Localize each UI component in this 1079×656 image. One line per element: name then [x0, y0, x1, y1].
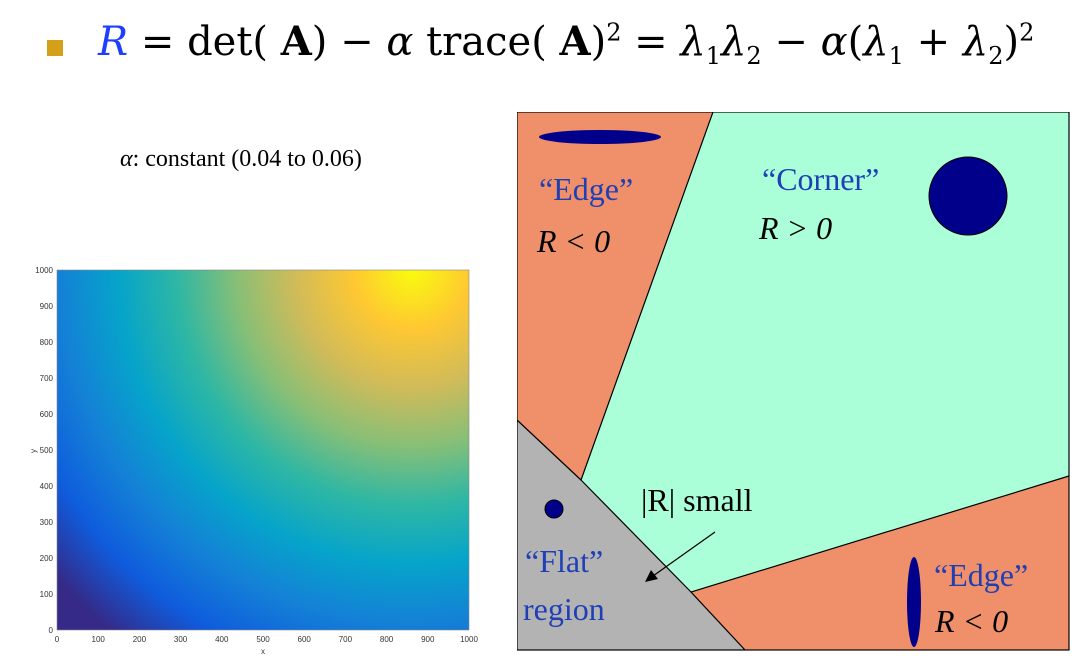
small-response-label: |R| small	[641, 482, 753, 518]
formula-sub: 2	[746, 42, 761, 70]
alpha-note-text: : constant (0.04 to 0.06)	[133, 146, 362, 172]
y-tick-label: 100	[40, 590, 54, 599]
x-tick-label: 400	[215, 635, 229, 644]
corner-name: “Corner”	[762, 161, 879, 197]
formula-close: )	[591, 19, 607, 65]
y-tick-label: 400	[40, 482, 54, 491]
flat-blob	[545, 500, 563, 518]
response-regions-diagram: “Edge” R < 0 “Corner” R > 0 |R| small “F…	[517, 112, 1073, 652]
formula-sub: 1	[889, 42, 904, 70]
x-tick-label: 200	[133, 635, 147, 644]
x-tick-label: 300	[174, 635, 188, 644]
formula-square: 2	[606, 19, 621, 47]
edge-horizontal-blob	[539, 130, 661, 144]
bullet-marker	[47, 40, 63, 56]
y-tick-label: 300	[40, 518, 54, 527]
x-axis-label: x	[261, 647, 265, 656]
corner-blob	[929, 157, 1007, 235]
formula-matrix-a2: A	[560, 18, 591, 65]
formula-square: 2	[1019, 19, 1034, 47]
y-tick-label: 1000	[35, 266, 53, 275]
y-axis-label: y	[29, 449, 38, 453]
edge-vertical-blob	[907, 557, 921, 647]
formula-sub: 1	[706, 42, 721, 70]
edge-top-name: “Edge”	[539, 171, 633, 207]
formula-det: = det(	[128, 19, 281, 65]
formula-alpha: α	[386, 19, 413, 65]
x-tick-label: 0	[55, 635, 60, 644]
y-tick-label: 900	[40, 302, 54, 311]
formula-lambda: λ	[680, 19, 705, 65]
formula-minus: −	[762, 19, 821, 65]
x-tick-label: 800	[380, 635, 394, 644]
edge-bottom-condition: R < 0	[934, 603, 1008, 639]
formula-sub: 2	[988, 42, 1003, 70]
x-tick-label: 900	[421, 635, 435, 644]
alpha-symbol: α	[120, 146, 133, 172]
edge-top-condition: R < 0	[536, 223, 610, 259]
formula-paren: (	[848, 19, 864, 65]
formula-lambda: λ	[863, 19, 888, 65]
x-tick-label: 700	[339, 635, 353, 644]
y-tick-label: 800	[40, 338, 54, 347]
formula-paren: )	[1004, 19, 1020, 65]
formula-trace: trace(	[413, 19, 559, 65]
formula-equals: =	[621, 19, 680, 65]
formula-plus: +	[904, 19, 963, 65]
alpha-note: α: constant (0.04 to 0.06)	[120, 146, 362, 173]
y-tick-label: 700	[40, 374, 54, 383]
response-heatmap: 0 100 200 300 400 500 600 700 800 900 1000 0 100 200…	[0, 258, 500, 656]
formula-lambda: λ	[963, 19, 988, 65]
x-tick-label: 600	[298, 635, 312, 644]
x-tick-label: 1000	[460, 635, 478, 644]
heatmap-surface	[57, 270, 469, 630]
x-tick-labels: 0 100 200 300 400 500 600 700 800 900 1000	[55, 635, 479, 644]
formula-minus: ) −	[312, 19, 387, 65]
formula-alpha: α	[821, 19, 848, 65]
formula-r: R	[98, 19, 128, 65]
corner-condition: R > 0	[758, 210, 832, 246]
y-tick-label: 0	[49, 626, 54, 635]
formula-matrix-a: A	[281, 18, 312, 65]
y-tick-label: 600	[40, 410, 54, 419]
flat-subtitle: region	[523, 591, 605, 627]
y-tick-label: 500	[40, 446, 54, 455]
y-tick-label: 200	[40, 554, 54, 563]
formula-lambda: λ	[721, 19, 746, 65]
x-tick-label: 500	[256, 635, 270, 644]
x-tick-label: 100	[92, 635, 106, 644]
edge-bottom-name: “Edge”	[934, 557, 1028, 593]
harris-formula: R = det( A) − α trace( A)2 = λ1λ2 − α(λ1…	[98, 18, 1034, 70]
flat-name: “Flat”	[525, 543, 603, 579]
